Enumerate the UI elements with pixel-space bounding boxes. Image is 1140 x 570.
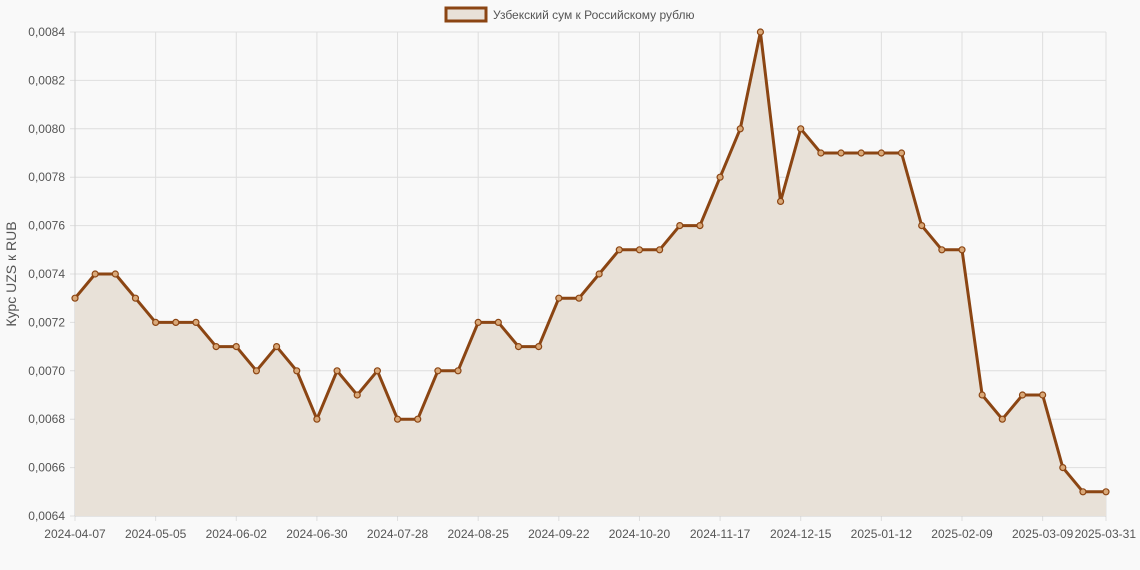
data-point[interactable] xyxy=(414,415,422,423)
y-axis-title: Курс UZS к RUB xyxy=(3,221,19,326)
legend-swatch[interactable] xyxy=(444,6,488,23)
data-point[interactable] xyxy=(635,246,644,254)
data-point[interactable] xyxy=(1018,391,1027,399)
data-point[interactable] xyxy=(172,318,180,326)
y-tick-label: 0,0066 xyxy=(28,461,65,475)
data-point[interactable] xyxy=(776,197,785,205)
data-point[interactable] xyxy=(514,343,523,351)
data-point[interactable] xyxy=(454,367,462,375)
x-tick-label: 2024-06-30 xyxy=(286,527,348,541)
data-point[interactable] xyxy=(152,318,160,326)
series-line xyxy=(73,30,1106,494)
data-point[interactable] xyxy=(615,246,623,254)
data-point[interactable] xyxy=(131,294,140,302)
x-tick-label: 2024-06-02 xyxy=(206,527,268,541)
data-point[interactable] xyxy=(918,222,926,230)
data-point[interactable] xyxy=(797,125,805,133)
point-layer xyxy=(71,28,1110,496)
data-point[interactable] xyxy=(333,367,341,375)
x-tick-label: 2024-04-07 xyxy=(44,527,106,541)
data-point[interactable] xyxy=(555,294,563,302)
data-point[interactable] xyxy=(293,367,301,375)
data-point[interactable] xyxy=(756,28,765,36)
data-point[interactable] xyxy=(71,294,79,302)
data-point[interactable] xyxy=(857,149,865,157)
data-point[interactable] xyxy=(877,149,885,157)
y-tick-label: 0,0072 xyxy=(28,315,65,329)
data-point[interactable] xyxy=(474,318,482,326)
data-point[interactable] xyxy=(232,343,240,351)
y-tick-label: 0,0082 xyxy=(28,73,65,87)
y-tick-label: 0,0084 xyxy=(28,25,65,39)
x-tick-label: 2024-12-15 xyxy=(770,527,832,541)
data-point[interactable] xyxy=(656,246,664,254)
y-tick-label: 0,0074 xyxy=(28,267,65,281)
data-point[interactable] xyxy=(373,367,381,375)
data-point[interactable] xyxy=(837,149,845,157)
data-point[interactable] xyxy=(998,415,1006,423)
x-tick-label: 2024-08-25 xyxy=(447,527,509,541)
y-tick-label: 0,0064 xyxy=(28,509,65,523)
data-point[interactable] xyxy=(575,294,583,302)
legend[interactable]: Узбекский сум к Российскому рублю xyxy=(444,6,694,23)
data-point[interactable] xyxy=(1059,464,1067,472)
legend-label[interactable]: Узбекский сум к Российскому рублю xyxy=(493,8,694,22)
data-point[interactable] xyxy=(1039,391,1047,399)
data-point[interactable] xyxy=(434,367,442,375)
x-tick-label: 2025-03-31 xyxy=(1075,527,1137,541)
x-tick-label: 2024-07-28 xyxy=(367,527,429,541)
x-tick-label: 2025-03-09 xyxy=(1012,527,1074,541)
data-point[interactable] xyxy=(535,343,543,351)
y-tick-label: 0,0080 xyxy=(28,122,65,136)
data-point[interactable] xyxy=(313,415,321,423)
y-axis-tick-labels: 0,0064 0,0066 0,0068 0,0070 0,0072 0,0074 0,00… xyxy=(28,25,65,523)
data-point[interactable] xyxy=(1079,488,1087,496)
data-point[interactable] xyxy=(736,125,744,133)
x-tick-label: 2024-10-20 xyxy=(609,527,671,541)
y-tick-label: 0,0070 xyxy=(28,364,65,378)
data-point[interactable] xyxy=(252,367,261,375)
data-point[interactable] xyxy=(111,270,119,278)
data-point[interactable] xyxy=(272,343,281,351)
line-layer xyxy=(73,30,1106,494)
data-point[interactable] xyxy=(938,246,946,254)
data-point[interactable] xyxy=(897,149,906,157)
x-axis-tick-labels: 2024-04-07 2024-05-05 2024-06-02 2024-06-30… xyxy=(44,527,1136,541)
x-tick-label: 2024-09-22 xyxy=(528,527,590,541)
y-tick-label: 0,0078 xyxy=(28,170,65,184)
x-tick-label: 2025-02-09 xyxy=(931,527,993,541)
data-point[interactable] xyxy=(494,318,502,326)
x-tick-label: 2025-01-12 xyxy=(851,527,913,541)
x-tick-label: 2024-05-05 xyxy=(125,527,187,541)
data-point[interactable] xyxy=(978,391,986,399)
y-tick-label: 0,0076 xyxy=(28,219,65,233)
data-point[interactable] xyxy=(595,270,603,278)
data-point[interactable] xyxy=(817,149,825,157)
data-point[interactable] xyxy=(393,415,402,423)
data-point[interactable] xyxy=(353,391,361,399)
data-point[interactable] xyxy=(716,173,724,181)
data-point[interactable] xyxy=(676,222,684,230)
data-point[interactable] xyxy=(212,343,220,351)
data-point[interactable] xyxy=(696,222,704,230)
x-tick-label: 2024-11-17 xyxy=(690,527,751,541)
data-point[interactable] xyxy=(192,318,200,326)
data-point[interactable] xyxy=(1102,488,1110,496)
data-point[interactable] xyxy=(91,270,99,278)
data-point[interactable] xyxy=(958,246,966,254)
y-tick-label: 0,0068 xyxy=(28,412,65,426)
